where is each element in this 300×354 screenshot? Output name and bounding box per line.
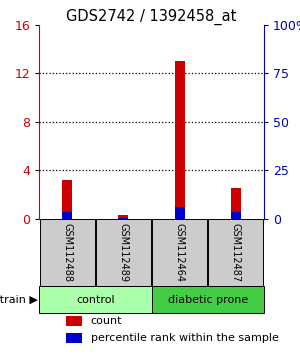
Bar <box>40 218 95 286</box>
Text: control: control <box>76 295 115 305</box>
Bar <box>152 218 207 286</box>
Bar <box>175 61 185 218</box>
Bar <box>231 212 241 218</box>
Bar <box>208 218 263 286</box>
Text: diabetic prone: diabetic prone <box>168 295 248 305</box>
Bar <box>231 188 241 218</box>
Bar <box>175 206 185 218</box>
Bar <box>62 180 72 218</box>
Text: GSM112488: GSM112488 <box>62 223 72 282</box>
Title: GDS2742 / 1392458_at: GDS2742 / 1392458_at <box>66 8 237 25</box>
Text: GSM112464: GSM112464 <box>175 223 184 282</box>
Text: percentile rank within the sample: percentile rank within the sample <box>91 333 279 343</box>
Bar <box>96 218 151 286</box>
Text: strain ▶: strain ▶ <box>0 295 38 305</box>
Bar <box>66 333 82 343</box>
Bar <box>39 286 152 313</box>
Bar <box>62 212 72 218</box>
Text: GSM112487: GSM112487 <box>231 223 241 282</box>
Bar <box>66 316 82 326</box>
Bar <box>152 286 264 313</box>
Text: count: count <box>91 316 122 326</box>
Bar <box>118 215 128 218</box>
Text: GSM112489: GSM112489 <box>118 223 128 282</box>
